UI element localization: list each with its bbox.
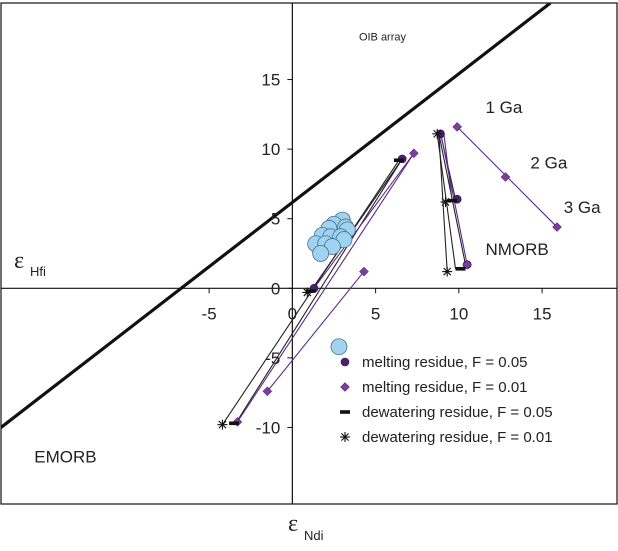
annotation-label: 1 Ga bbox=[485, 98, 522, 117]
y-axis-symbol: ε bbox=[14, 248, 24, 274]
oib-array-line bbox=[1, 3, 552, 429]
annotation-label: NMORB bbox=[485, 240, 548, 259]
legend-label: melting residue, F = 0.05 bbox=[362, 354, 528, 371]
y-tick-label: 15 bbox=[261, 71, 280, 90]
series-markers bbox=[217, 122, 562, 430]
legend-label: dewatering residue, F = 0.01 bbox=[362, 429, 553, 446]
trajectory-line bbox=[438, 133, 448, 272]
marker-asterisk bbox=[432, 128, 443, 139]
marker-diamond bbox=[452, 122, 463, 132]
marker-dash bbox=[455, 267, 466, 271]
legend-label: dewatering residue, F = 0.05 bbox=[362, 404, 553, 421]
legend-label: melting residue, F = 0.01 bbox=[362, 379, 528, 396]
trajectory-line bbox=[266, 271, 365, 392]
y-tick-label: 0 bbox=[271, 279, 280, 298]
trajectory-line bbox=[310, 158, 403, 292]
marker-diamond bbox=[552, 222, 562, 232]
marker-diamond bbox=[462, 259, 473, 270]
legend-marker bbox=[340, 410, 350, 414]
marker-dash bbox=[305, 289, 316, 293]
x-tick-label: 5 bbox=[371, 304, 380, 323]
y-tick-label: 5 bbox=[271, 210, 280, 229]
trajectory-line bbox=[443, 133, 453, 201]
y-tick-label: -5 bbox=[265, 349, 280, 368]
sample-point bbox=[312, 245, 330, 262]
axes bbox=[1, 3, 617, 504]
trajectory-line bbox=[236, 152, 415, 423]
marker-dash bbox=[447, 198, 458, 203]
x-tick-label: -5 bbox=[202, 304, 217, 323]
marker-diamond bbox=[262, 386, 273, 397]
tick-labels: -5 0 5 10 15 -10 -5 0 5 10 15 bbox=[202, 71, 552, 438]
marker-dash bbox=[229, 421, 240, 426]
plot-frame bbox=[0, 2, 618, 505]
x-axis-symbol: ε bbox=[288, 511, 298, 537]
marker-diamond bbox=[359, 266, 369, 277]
oib-array-line-path bbox=[1, 3, 552, 429]
x-tick-label: 0 bbox=[288, 304, 297, 323]
marker-asterisk bbox=[302, 287, 313, 298]
marker-asterisk bbox=[440, 197, 451, 208]
sample-point bbox=[330, 338, 348, 356]
legend-marker bbox=[340, 432, 350, 442]
y-tick-label: -10 bbox=[256, 418, 281, 437]
legend-marker bbox=[340, 382, 350, 392]
x-axis-subscript: Ndi bbox=[304, 528, 324, 543]
marker-diamond bbox=[500, 172, 511, 182]
marker-asterisk bbox=[217, 419, 228, 430]
data-points bbox=[307, 211, 356, 356]
x-tick-label: 10 bbox=[449, 304, 468, 323]
y-axis-subscript: Hfi bbox=[30, 264, 46, 279]
y-tick-label: 10 bbox=[261, 140, 280, 159]
annotations: 1 Ga 2 Ga 3 Ga NMORB EMORB OIB array bbox=[34, 32, 601, 467]
marker-diamond bbox=[409, 148, 419, 159]
marker-asterisk bbox=[442, 266, 453, 277]
annotation-label: 3 Ga bbox=[564, 198, 601, 217]
annotation-label: EMORB bbox=[34, 447, 96, 466]
trajectory-line bbox=[235, 158, 403, 424]
legend-marker bbox=[340, 357, 350, 367]
annotation-label: OIB array bbox=[359, 32, 407, 44]
x-tick-label: 15 bbox=[533, 304, 552, 323]
trajectory-line bbox=[313, 152, 415, 289]
marker-dash bbox=[393, 158, 404, 163]
legend: melting residue, F = 0.05 melting residue… bbox=[340, 354, 553, 446]
annotation-label: 2 Ga bbox=[530, 154, 567, 173]
